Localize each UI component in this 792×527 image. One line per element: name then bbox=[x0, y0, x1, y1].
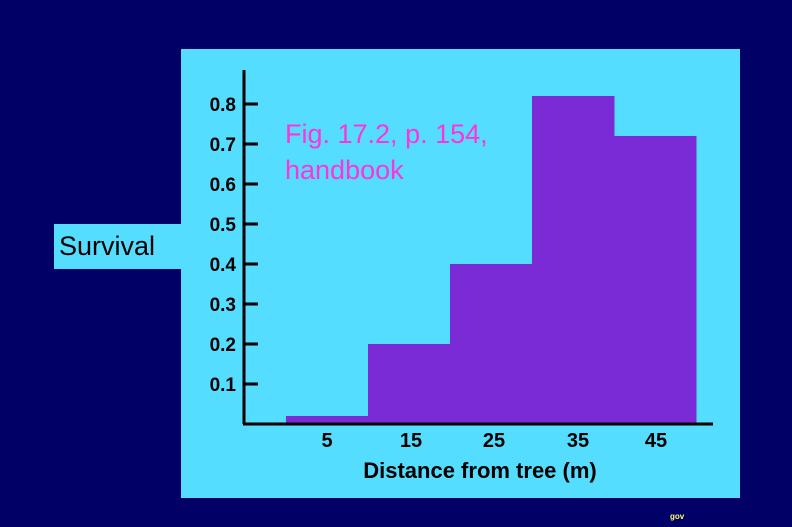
bar-5 bbox=[286, 416, 369, 424]
y-tick-label: 0.1 bbox=[210, 375, 237, 396]
x-ticks-group: 5 15 25 35 45 bbox=[321, 430, 667, 452]
x-tick-label-15: 15 bbox=[400, 430, 422, 452]
bar-25 bbox=[450, 264, 533, 424]
x-axis-title: Distance from tree (m) bbox=[363, 458, 597, 483]
y-tick-label: 0.4 bbox=[210, 255, 237, 276]
footer-mark: gov bbox=[670, 512, 685, 521]
y-tick-label: 0.2 bbox=[210, 335, 236, 356]
x-tick-label-25: 25 bbox=[483, 430, 505, 452]
y-ticks-group: 0.1 0.2 0.3 0.4 0.5 0.6 0.7 0.8 bbox=[210, 95, 258, 396]
x-tick-label-5: 5 bbox=[321, 430, 332, 452]
y-axis-label: Survival bbox=[54, 224, 182, 269]
y-tick-label: 0.5 bbox=[210, 215, 237, 236]
bar-35 bbox=[532, 96, 615, 424]
bar-45 bbox=[614, 136, 697, 424]
y-tick-label: 0.6 bbox=[210, 175, 236, 196]
y-tick-label: 0.7 bbox=[210, 135, 236, 156]
annotation-line-1: Fig. 17.2, p. 154, bbox=[285, 119, 488, 149]
y-tick-label: 0.3 bbox=[210, 295, 236, 316]
axes-group bbox=[242, 70, 713, 426]
y-tick-label: 0.8 bbox=[210, 95, 236, 116]
x-tick-label-35: 35 bbox=[567, 430, 589, 452]
annotation-line-2: handbook bbox=[285, 155, 404, 185]
x-tick-label-45: 45 bbox=[645, 430, 667, 452]
bar-15 bbox=[368, 344, 451, 424]
bars-group bbox=[286, 96, 697, 424]
